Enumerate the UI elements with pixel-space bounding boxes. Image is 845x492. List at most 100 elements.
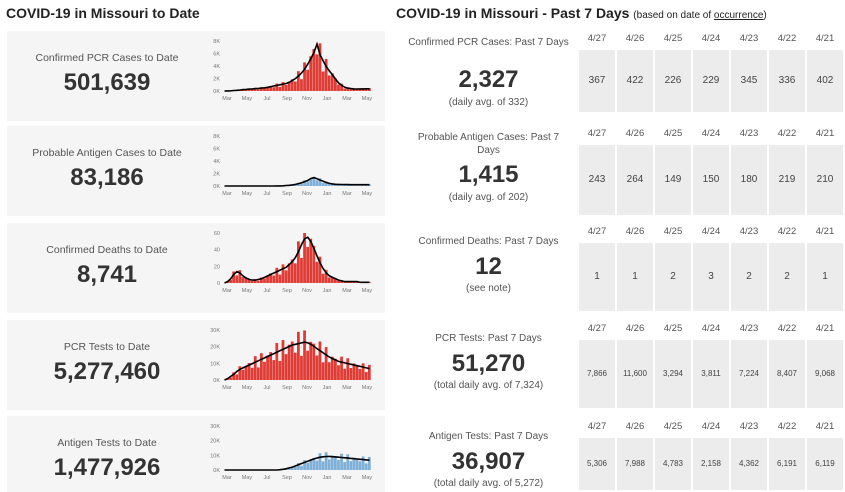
chart-bar (284, 270, 288, 283)
chart-bar (343, 282, 347, 283)
day-column: 4/26 7,988 (617, 418, 653, 492)
x-tick-label: Jan (323, 475, 332, 481)
day-value: 4,783 (655, 438, 691, 490)
chart-bar (293, 466, 297, 470)
chart-bar (287, 344, 291, 380)
day-date: 4/22 (769, 418, 805, 436)
day-value: 9,068 (807, 340, 843, 408)
chart-bar (334, 78, 337, 91)
chart-bar (260, 353, 263, 380)
summary-label: Probable Antigen Cases: Past 7 Days (417, 132, 560, 156)
chart-bar (306, 181, 310, 186)
chart-bar (269, 273, 273, 283)
to-date-card: Antigen Tests to Date 1,477,926 30K 20K 10K 0… (7, 416, 385, 492)
day-date: 4/26 (617, 30, 653, 48)
right-section-title: COVID-19 in Missouri - Past 7 Days (base… (396, 5, 767, 21)
chart-bar (253, 279, 257, 283)
day-date: 4/24 (693, 320, 729, 338)
chart-bar (334, 278, 337, 283)
chart-bar (318, 43, 322, 91)
chart-bar (337, 280, 340, 283)
day-column: 4/21 210 (807, 125, 843, 217)
chart-bar (327, 459, 331, 470)
chart-bar (318, 256, 322, 283)
chart-bar (300, 465, 303, 470)
day-value: 6,119 (807, 438, 843, 490)
x-tick-label: Sep (282, 191, 292, 197)
chart-bar (330, 356, 334, 380)
chart-bar (349, 281, 353, 283)
day-value: 2 (769, 243, 805, 311)
x-tick-label: Mar (222, 475, 232, 481)
day-column: 4/23 7,224 (731, 320, 767, 410)
chart-bar (303, 233, 306, 283)
chart-bar (266, 275, 269, 283)
chart-bar (330, 183, 334, 186)
day-value: 219 (769, 145, 805, 215)
chart-bar (358, 369, 362, 380)
day-date: 4/22 (769, 223, 805, 241)
card-value: 1,477,926 (53, 454, 161, 481)
day-value: 150 (693, 145, 729, 215)
chart-bar (300, 355, 303, 380)
day-column: 4/26 1 (617, 223, 653, 313)
chart-bar (324, 347, 328, 380)
day-date: 4/25 (655, 320, 691, 338)
day-column: 4/25 149 (655, 125, 691, 217)
x-tick-label: Sep (282, 288, 292, 294)
chart-bar (324, 58, 328, 91)
chart-bar (312, 245, 316, 283)
chart-bar (250, 367, 254, 380)
chart-bar (321, 273, 325, 283)
chart-bar (352, 363, 356, 380)
x-tick-label: Jan (323, 385, 332, 391)
y-tick-label: 8K (213, 134, 220, 140)
chart-bar (318, 341, 322, 380)
chart-bar (247, 362, 251, 380)
chart-bar (324, 269, 328, 283)
chart-bar (290, 79, 294, 91)
occurrence-link[interactable]: occurrence (713, 10, 764, 21)
chart-bar (272, 360, 276, 380)
x-tick-label: Nov (302, 96, 312, 102)
summary-value: 12 (475, 253, 502, 280)
chart-bar (361, 363, 365, 380)
chart-bar (290, 259, 294, 283)
chart-bar (250, 280, 254, 283)
chart-bar (232, 271, 236, 283)
day-column: 4/24 229 (693, 30, 729, 114)
x-tick-label: May (242, 385, 253, 391)
x-tick-label: Jul (263, 475, 270, 481)
day-column: 4/23 2 (731, 223, 767, 313)
x-tick-label: Jan (323, 288, 332, 294)
y-tick-label: 10K (210, 361, 220, 367)
day-column: 4/22 219 (769, 125, 805, 217)
chart-bar (269, 352, 273, 380)
chart-bar (297, 463, 300, 470)
x-tick-label: May (362, 96, 373, 102)
chart-bar (300, 257, 303, 283)
day-column: 4/26 422 (617, 30, 653, 114)
chart-bar (321, 182, 325, 186)
x-tick-label: May (242, 96, 253, 102)
chart-bar (306, 246, 310, 283)
chart-bar (272, 87, 276, 91)
y-tick-label: 4K (213, 64, 220, 70)
chart-bar (337, 459, 340, 470)
chart-bar (275, 267, 279, 283)
day-value: 7,224 (731, 340, 767, 408)
y-tick-label: 0K (213, 89, 220, 95)
chart-bar (241, 277, 245, 283)
y-tick-label: 2K (213, 77, 220, 83)
summary-value: 1,415 (458, 161, 519, 188)
day-date: 4/24 (693, 223, 729, 241)
y-tick-label: 0 (217, 281, 220, 287)
note-suffix: ) (763, 10, 767, 21)
chart-bar (364, 185, 368, 186)
card-value: 5,277,460 (53, 358, 161, 385)
day-date: 4/22 (769, 30, 805, 48)
day-column: 4/25 226 (655, 30, 691, 114)
chart-bar (247, 278, 251, 283)
day-column: 4/27 1 (579, 223, 615, 313)
